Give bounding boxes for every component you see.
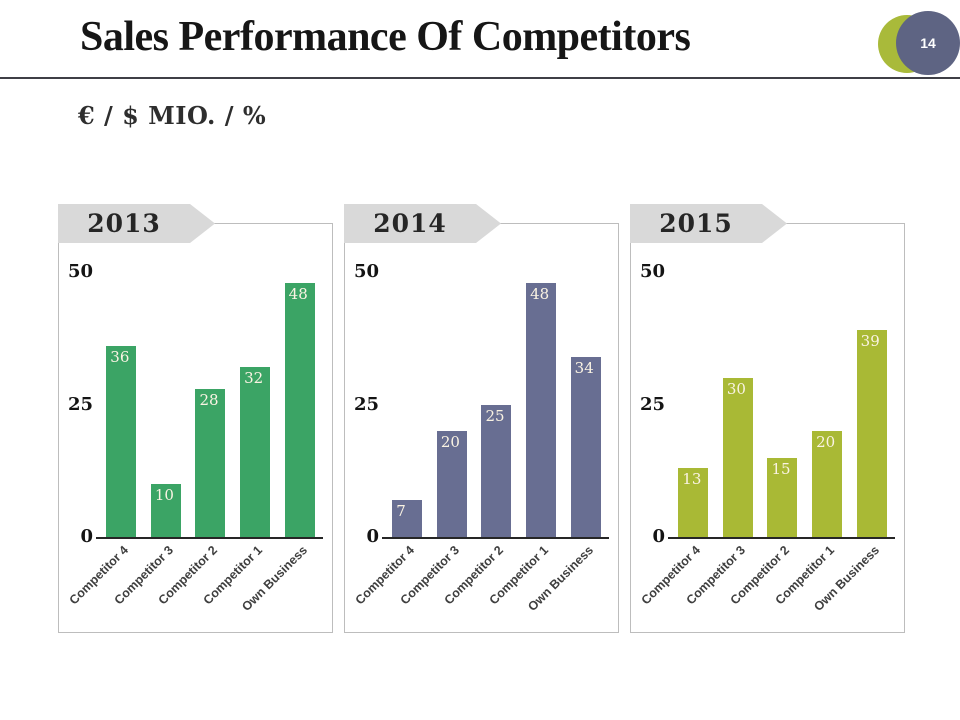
x-axis-labels: Competitor 4 Competitor 3 Competitor 2 Comp… — [639, 537, 894, 629]
page-number: 14 — [920, 35, 936, 51]
bar-value-label: 32 — [244, 369, 264, 388]
bar-competitor-3: 30 — [722, 378, 753, 537]
x-label-slot: Own Business — [811, 537, 894, 629]
slide-title: Sales Performance Of Competitors — [80, 14, 691, 60]
bar-column: 36 — [99, 272, 144, 537]
y-tick-label: 0 — [652, 526, 665, 547]
bar-own-business: 39 — [856, 330, 887, 537]
bar-value-label: 15 — [771, 459, 791, 478]
x-axis-line — [96, 537, 323, 539]
bar-competitor-4: 13 — [678, 468, 709, 537]
bar-value-label: 39 — [860, 332, 880, 351]
y-tick-label: 50 — [353, 261, 379, 282]
bar-value-label: 30 — [726, 380, 746, 398]
bar-competitor-4: 7 — [392, 499, 423, 537]
y-tick-label: 50 — [67, 261, 93, 282]
bar-column: 10 — [144, 272, 189, 537]
y-tick-label: 25 — [67, 393, 93, 415]
x-label-slot: Own Business — [525, 537, 608, 629]
charts-row: 20 13 50 25 0 36 10 28 32 48 Competitor 4 Compet… — [58, 223, 905, 633]
bars-group: 36 10 28 32 48 — [99, 272, 322, 537]
x-axis-labels: Competitor 4 Competitor 3 Competitor 2 Comp… — [353, 537, 608, 629]
bar-value-label: 7 — [396, 501, 406, 520]
year-banner: 2013 — [58, 204, 215, 243]
bar-own-business: 34 — [570, 356, 601, 537]
bars-group: 13 30 15 20 39 — [671, 272, 894, 537]
bar-column: 48 — [277, 272, 322, 537]
y-tick-label: 0 — [366, 526, 379, 547]
bar-column: 25 — [474, 272, 519, 537]
bar-column: 34 — [563, 272, 608, 537]
y-tick-label: 0 — [80, 526, 93, 547]
bar-value-label: 20 — [440, 433, 460, 451]
bar-competitor-2: 25 — [481, 404, 512, 537]
bar-competitor-1: 20 — [812, 431, 843, 537]
bar-own-business: 48 — [284, 282, 315, 537]
bar-value-label: 10 — [154, 486, 174, 504]
bar-column: 15 — [760, 272, 805, 537]
plot-area: 50 25 0 13 30 15 20 39 — [640, 261, 895, 547]
bar-competitor-4: 36 — [106, 346, 137, 537]
bars-group: 7 20 25 48 34 — [385, 272, 608, 537]
chart-panel-2013: 2013 50 25 0 36 10 28 32 48 Competitor 4 Compet… — [58, 223, 333, 633]
bar-value-label: 48 — [288, 284, 308, 303]
x-axis-line — [668, 537, 895, 539]
year-banner: 2014 — [344, 204, 501, 243]
bar-value-label: 34 — [574, 358, 594, 377]
bar-value-label: 28 — [199, 390, 219, 409]
x-axis-labels: Competitor 4 Competitor 3 Competitor 2 Comp… — [67, 537, 322, 629]
chart-panel-2015: 20 15 50 25 0 13 30 15 20 39 Competitor 4 Compet… — [630, 223, 905, 633]
bar-competitor-1: 32 — [240, 367, 271, 537]
y-tick-label: 25 — [353, 393, 379, 415]
bar-column: 13 — [671, 272, 716, 537]
bar-value-label: 36 — [110, 348, 130, 367]
chart-panel-2014: 2014 50 25 0 7 20 25 48 34 Competitor 4 Competi… — [344, 223, 619, 633]
x-axis-line — [382, 537, 609, 539]
badge-slate-circle: 14 — [896, 11, 960, 75]
bar-column: 32 — [233, 272, 278, 537]
page-number-badge: 14 — [878, 9, 960, 77]
bar-column: 28 — [188, 272, 233, 537]
bar-column: 48 — [519, 272, 564, 537]
slide-subtitle: € / $ MIO. / % — [78, 101, 267, 130]
bar-competitor-2: 28 — [195, 388, 226, 537]
bar-column: 30 — [716, 272, 761, 537]
bar-competitor-2: 15 — [767, 457, 798, 537]
y-tick-label: 50 — [639, 261, 665, 282]
bar-value-label: 25 — [485, 406, 505, 425]
bar-column: 20 — [805, 272, 850, 537]
plot-area: 50 25 0 36 10 28 32 48 — [68, 261, 323, 547]
bar-column: 39 — [849, 272, 894, 537]
bar-competitor-1: 48 — [526, 282, 557, 537]
bar-column: 20 — [430, 272, 475, 537]
x-label-slot: Own Business — [239, 537, 322, 629]
bar-competitor-3: 10 — [150, 484, 181, 537]
year-label: 2014 — [373, 209, 447, 238]
year-label: 2015 — [659, 209, 733, 238]
header-divider — [0, 77, 960, 79]
y-tick-label: 25 — [639, 393, 665, 415]
bar-value-label: 48 — [530, 284, 550, 303]
plot-area: 50 25 0 7 20 25 48 34 — [354, 261, 609, 547]
bar-competitor-3: 20 — [436, 431, 467, 537]
year-banner: 2015 — [630, 204, 787, 243]
bar-value-label: 20 — [816, 433, 836, 451]
bar-value-label: 13 — [682, 470, 702, 489]
year-label: 2013 — [87, 209, 161, 238]
bar-column: 7 — [385, 272, 430, 537]
